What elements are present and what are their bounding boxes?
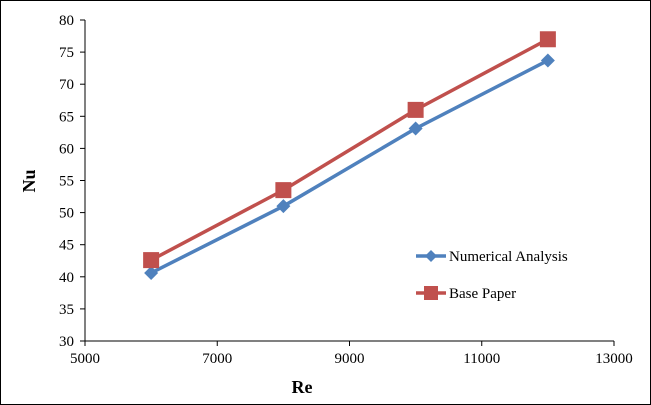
x-tick-label: 9000 bbox=[335, 351, 365, 367]
series-layer bbox=[143, 31, 556, 280]
legend-marker bbox=[425, 250, 437, 262]
y-tick-label: 30 bbox=[59, 334, 74, 350]
series-2 bbox=[143, 31, 556, 269]
x-tick-label: 11000 bbox=[463, 351, 500, 367]
y-axis-title: Nu bbox=[19, 169, 39, 192]
y-tick-label: 55 bbox=[59, 174, 74, 190]
y-tick-label: 60 bbox=[59, 141, 74, 157]
y-tick-label: 70 bbox=[59, 77, 74, 93]
legend: Numerical Analysis Base Paper bbox=[416, 249, 568, 302]
data-point bbox=[408, 121, 423, 136]
legend-label: Numerical Analysis bbox=[449, 249, 568, 265]
x-axis-title: Re bbox=[292, 377, 313, 397]
y-tick-label: 75 bbox=[59, 45, 74, 61]
y-tick-label: 50 bbox=[59, 206, 74, 222]
y-tick-label: 35 bbox=[59, 302, 74, 318]
y-tick-label: 40 bbox=[59, 270, 74, 286]
legend-marker bbox=[424, 286, 438, 300]
data-point bbox=[143, 252, 160, 269]
data-point bbox=[407, 101, 424, 118]
series-line bbox=[150, 58, 549, 275]
series-line bbox=[150, 37, 549, 262]
x-tick-labels: 5000 7000 9000 11000 13000 bbox=[70, 341, 633, 367]
y-tick-label: 45 bbox=[59, 238, 74, 254]
data-point bbox=[275, 182, 292, 199]
x-tick-label: 7000 bbox=[202, 351, 232, 367]
x-tick-label: 5000 bbox=[70, 351, 100, 367]
y-tick-labels: 30 35 40 45 50 55 60 65 70 75 80 bbox=[59, 13, 85, 350]
legend-item: Numerical Analysis bbox=[416, 249, 568, 265]
legend-item: Base Paper bbox=[416, 286, 516, 302]
data-point bbox=[540, 53, 555, 68]
y-tick-label: 80 bbox=[59, 13, 74, 29]
legend-label: Base Paper bbox=[449, 286, 516, 302]
y-tick-label: 65 bbox=[59, 109, 74, 125]
data-point bbox=[276, 199, 291, 214]
data-point bbox=[539, 31, 556, 48]
data-point bbox=[144, 265, 159, 280]
series-1 bbox=[144, 53, 555, 280]
x-tick-label: 13000 bbox=[595, 351, 633, 367]
